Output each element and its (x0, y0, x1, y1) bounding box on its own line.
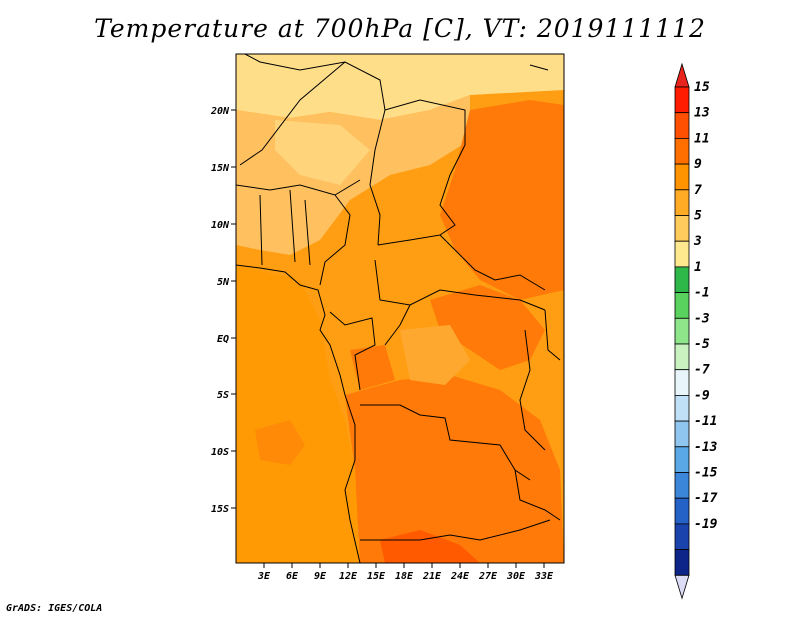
colorbar-label: 5 (694, 209, 702, 224)
colorbar-segment (674, 189, 690, 216)
border-uganda (544, 309, 561, 361)
coast-red-sea (529, 64, 549, 71)
colorbar-label: -7 (694, 363, 710, 378)
colorbar-segment (674, 240, 690, 268)
colorbar-segment (674, 472, 690, 499)
colorbar-label: 9 (694, 157, 702, 172)
colorbar-segment (674, 292, 690, 319)
colorbar-label: -19 (694, 517, 718, 532)
colorbar-segment (674, 420, 690, 448)
lat-label: 5N (217, 277, 230, 288)
lon-label: 6E (286, 571, 299, 582)
border-drc-angola (360, 404, 531, 481)
colorbar-segment (674, 137, 690, 165)
lat-axis: 20N 15N 10N 5N EQ 5S 10S 15S (210, 106, 236, 515)
chart-title: Temperature at 700hPa [C], VT: 201911111… (94, 14, 706, 43)
colorbar-label: -11 (694, 414, 717, 429)
lon-label: 33E (534, 571, 554, 582)
lon-label: 3E (257, 571, 271, 582)
field-congo-cool-patch (400, 325, 470, 385)
field-south-warm (345, 375, 564, 563)
field-north-cool (236, 54, 564, 120)
colorbar-segment (674, 523, 690, 551)
border-cameroon-gabon (329, 311, 376, 391)
border-niger-chad (369, 109, 386, 246)
colorbar-label: 1 (694, 260, 702, 275)
border-nigeria (319, 194, 351, 286)
lon-label: 18E (395, 571, 414, 582)
border-burkina-niger (236, 179, 361, 196)
field-east-warm (440, 100, 564, 300)
lat-label: EQ (217, 334, 229, 345)
colorbar-segment (674, 497, 690, 525)
border-namibia (360, 519, 551, 541)
colorbar-label: 13 (694, 106, 710, 121)
field-central-east-warm (430, 285, 545, 370)
border-car-south (374, 259, 546, 311)
colorbar-label: 7 (694, 183, 702, 198)
colorbar-segment (674, 343, 690, 371)
grads-credit: GrADS: IGES/COLA (6, 603, 103, 614)
border-great-lakes (519, 329, 546, 451)
lat-label: 10S (211, 447, 229, 458)
colorbar-label: -15 (694, 466, 718, 481)
colorbar: 15 13 11 9 7 5 3 1 -1 -3 -5 -7 -9 -11 -13 -15 -17 -19 (674, 62, 718, 600)
border-zambia (514, 469, 561, 521)
lon-axis: 3E 6E 9E 12E 15E 18E 21E 24E 27E 30E 33E (257, 563, 554, 582)
lat-label: 20N (210, 106, 230, 117)
colorbar-segment (674, 86, 690, 114)
colorbar-segment (674, 112, 690, 139)
lat-label: 10N (211, 220, 230, 231)
border-north (244, 54, 466, 145)
field-atlantic (236, 265, 360, 563)
field-south-hot (380, 530, 480, 563)
colorbar-overflow-top (674, 62, 690, 88)
lon-label: 30E (506, 571, 526, 582)
border-coastal-west (259, 189, 311, 266)
country-borders (236, 54, 561, 563)
field-sahel-cool-patch (275, 120, 370, 185)
colorbar-segment (674, 394, 690, 422)
colorbar-label: -13 (694, 440, 718, 455)
lon-label: 12E (339, 571, 358, 582)
colorbar-segment (674, 369, 690, 396)
temperature-field (236, 54, 564, 563)
colorbar-segment (674, 215, 690, 242)
border-car-north (377, 234, 546, 291)
colorbar-segment (674, 446, 690, 473)
lat-label: 5S (217, 390, 229, 401)
lat-label: 15S (211, 504, 229, 515)
colorbar-overflow-bottom (674, 574, 690, 600)
colorbar-label: -5 (694, 337, 710, 352)
lat-label: 15N (211, 163, 230, 174)
colorbar-label: 3 (693, 234, 702, 249)
field-gabon-warm (350, 345, 395, 390)
map-frame (235, 53, 565, 564)
colorbar-label: 15 (694, 80, 710, 95)
colorbar-segment (674, 163, 690, 191)
lon-label: 15E (367, 571, 386, 582)
colorbar-label: -1 (694, 286, 710, 301)
border-congo (384, 304, 411, 346)
colorbar-label: -17 (694, 491, 718, 506)
border-chad-sudan (439, 144, 466, 236)
colorbar-segment (674, 317, 690, 345)
lon-label: 27E (478, 571, 498, 582)
lon-label: 9E (314, 571, 327, 582)
lon-label: 24E (450, 571, 470, 582)
colorbar-segment (674, 266, 690, 293)
border-mali-niger (239, 61, 346, 166)
colorbar-segment (674, 549, 690, 576)
coastline-west (236, 264, 361, 563)
colorbar-label: 11 (694, 131, 710, 146)
field-ocean-patch (255, 420, 305, 465)
colorbar-label: -9 (694, 388, 710, 403)
lon-label: 21E (422, 571, 442, 582)
colorbar-label: -3 (694, 311, 710, 326)
